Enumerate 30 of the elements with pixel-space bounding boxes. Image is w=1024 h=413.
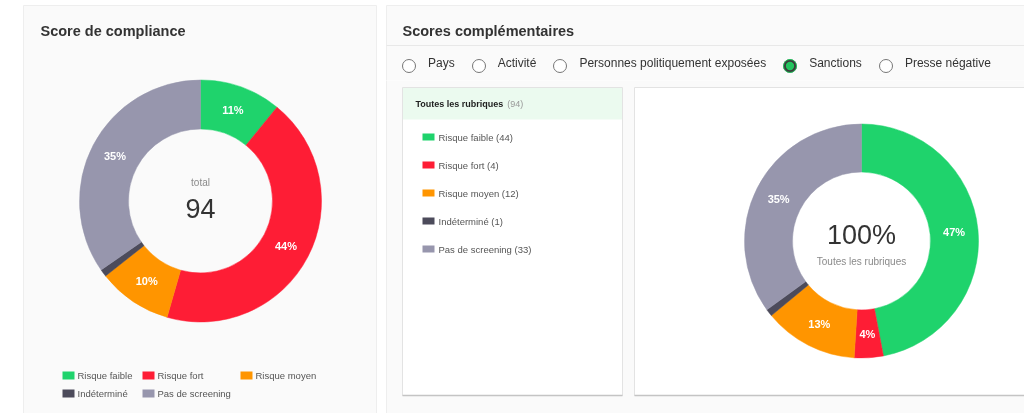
text: Sanctions <box>809 55 862 73</box>
legend-label: Risque faible (44) <box>438 132 513 143</box>
legend-label: Pas de screening <box>157 388 231 399</box>
chart-title: Score de compliance <box>40 22 186 39</box>
legend-label: Indéterminé <box>77 388 128 399</box>
data-label: 35% <box>767 192 790 205</box>
text: total <box>191 177 210 188</box>
data-label: 11% <box>222 104 244 117</box>
legend-title: Toutes les rubriques (94) <box>415 98 524 109</box>
text: Activité <box>497 55 537 73</box>
legend-label: Risque moyen <box>255 370 317 381</box>
data-label: 4% <box>859 327 876 340</box>
data-label: 35% <box>103 150 127 163</box>
text: Pays <box>428 55 455 73</box>
legend-label: Pas de screening (33) <box>438 244 532 255</box>
text: 94 <box>185 194 216 224</box>
legend-label: Risque fort <box>157 370 204 381</box>
data-label: 10% <box>135 275 158 288</box>
legend-label: Risque faible <box>77 370 133 381</box>
legend-label: Risque fort (4) <box>438 160 499 171</box>
text: 100% <box>826 219 897 250</box>
text: Toutes les rubriques <box>816 256 907 267</box>
legend-label: Risque moyen (12) <box>438 188 519 199</box>
legend-label: Indéterminé (1) <box>438 216 503 227</box>
text: Presse négative <box>904 55 991 73</box>
chart-title: Scores complémentaires <box>402 22 575 39</box>
text: Personnes politiquement exposées <box>579 55 767 73</box>
data-label: 13% <box>808 317 831 330</box>
data-label: 47% <box>943 226 966 239</box>
data-label: 44% <box>274 239 298 252</box>
